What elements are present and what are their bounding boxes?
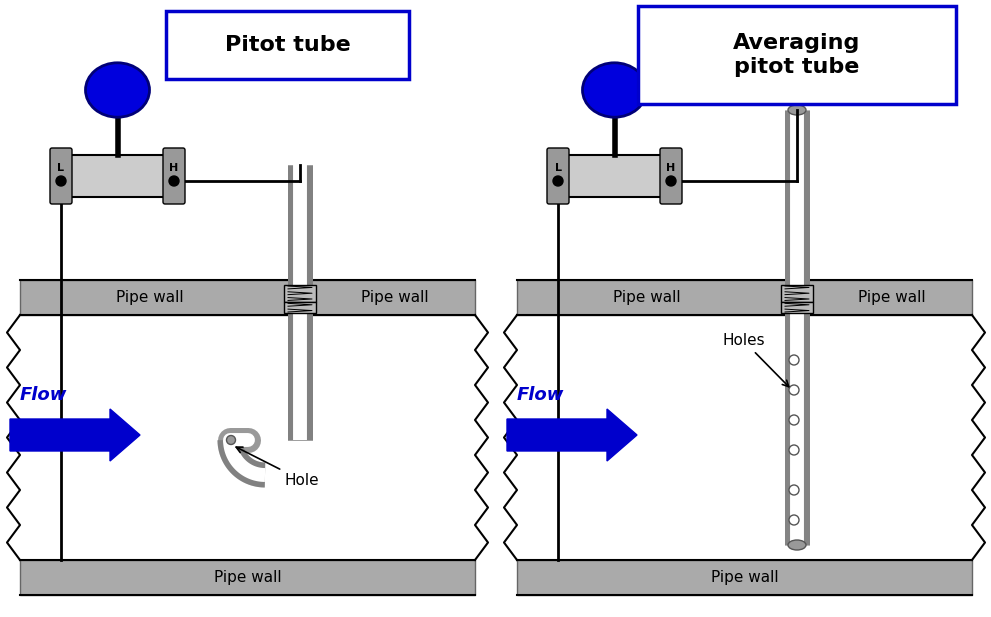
Bar (20, 560, 475, 595)
Text: Pipe wall: Pipe wall (712, 570, 779, 585)
Bar (781, 302, 813, 313)
Text: L: L (555, 163, 562, 173)
Ellipse shape (788, 105, 806, 115)
Ellipse shape (85, 63, 150, 117)
Text: Hole: Hole (236, 447, 320, 488)
Ellipse shape (583, 63, 646, 117)
FancyBboxPatch shape (547, 148, 569, 204)
Bar (517, 560, 972, 595)
Text: Pipe wall: Pipe wall (613, 290, 681, 305)
Circle shape (789, 485, 799, 495)
FancyBboxPatch shape (166, 11, 409, 79)
Bar (517, 280, 972, 315)
FancyArrow shape (10, 409, 140, 461)
Bar (567, 155, 662, 197)
Text: Pipe wall: Pipe wall (361, 290, 429, 305)
Circle shape (553, 176, 563, 186)
Circle shape (789, 385, 799, 395)
Ellipse shape (788, 540, 806, 550)
Text: Flow: Flow (517, 386, 565, 404)
Bar (284, 302, 316, 313)
Circle shape (789, 415, 799, 425)
FancyArrow shape (507, 409, 637, 461)
Text: Pitot tube: Pitot tube (225, 35, 351, 55)
Bar (20, 280, 475, 315)
Circle shape (56, 176, 66, 186)
Bar (284, 285, 316, 302)
Text: L: L (57, 163, 64, 173)
FancyBboxPatch shape (50, 148, 72, 204)
FancyBboxPatch shape (638, 6, 956, 104)
Circle shape (789, 445, 799, 455)
Bar (70, 155, 165, 197)
Text: Pipe wall: Pipe wall (858, 290, 926, 305)
Bar (781, 285, 813, 302)
Circle shape (169, 176, 179, 186)
Text: Averaging
pitot tube: Averaging pitot tube (733, 33, 861, 77)
Circle shape (666, 176, 676, 186)
Circle shape (789, 355, 799, 365)
Text: H: H (169, 163, 178, 173)
Circle shape (227, 436, 236, 444)
Text: Pipe wall: Pipe wall (214, 570, 281, 585)
FancyBboxPatch shape (163, 148, 185, 204)
Text: H: H (666, 163, 676, 173)
Text: Holes: Holes (722, 333, 789, 387)
FancyBboxPatch shape (660, 148, 682, 204)
Text: Flow: Flow (20, 386, 67, 404)
Text: Pipe wall: Pipe wall (116, 290, 183, 305)
Circle shape (789, 515, 799, 525)
